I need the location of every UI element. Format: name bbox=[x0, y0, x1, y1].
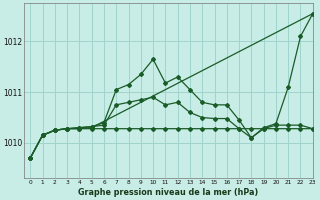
X-axis label: Graphe pression niveau de la mer (hPa): Graphe pression niveau de la mer (hPa) bbox=[78, 188, 259, 197]
